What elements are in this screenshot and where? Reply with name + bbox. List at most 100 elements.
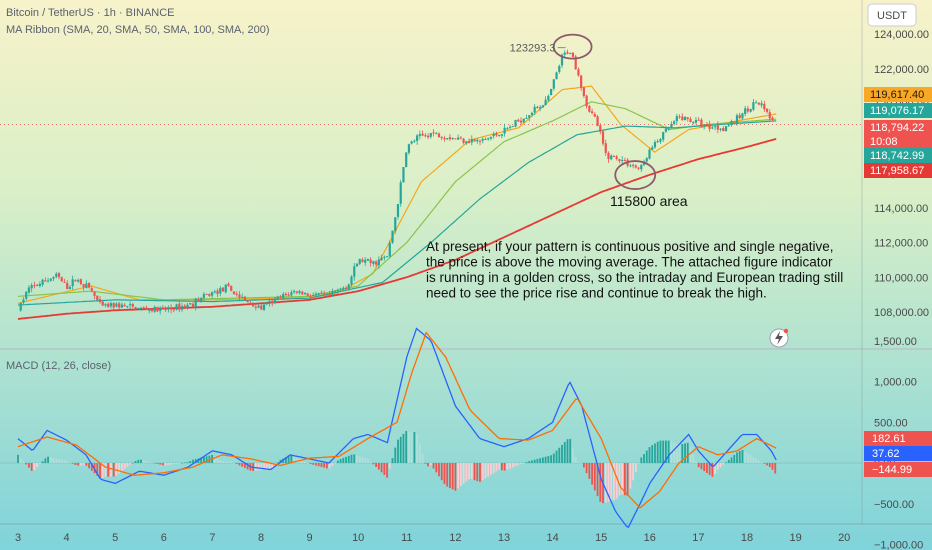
candle[interactable] (506, 128, 509, 130)
candle[interactable] (416, 135, 419, 141)
candle[interactable] (380, 257, 383, 261)
candle[interactable] (249, 302, 252, 305)
candle[interactable] (221, 287, 225, 292)
candle[interactable] (500, 134, 503, 136)
macd-badge[interactable] (864, 431, 932, 446)
candle[interactable] (763, 103, 766, 110)
candle[interactable] (46, 280, 50, 282)
candle[interactable] (569, 53, 572, 55)
macd-badge[interactable] (864, 462, 932, 477)
candle[interactable] (317, 293, 320, 295)
candle[interactable] (459, 137, 462, 139)
candle[interactable] (208, 294, 211, 297)
candle[interactable] (355, 263, 359, 267)
candle[interactable] (353, 266, 356, 277)
candle[interactable] (410, 141, 413, 144)
candle[interactable] (675, 116, 678, 122)
candle[interactable] (407, 144, 411, 153)
candle[interactable] (172, 309, 175, 311)
macd-badge[interactable] (864, 446, 932, 461)
candle[interactable] (159, 307, 162, 311)
candle[interactable] (705, 124, 709, 126)
candle[interactable] (612, 155, 616, 157)
candle[interactable] (741, 113, 744, 119)
candle[interactable] (541, 105, 544, 108)
candle[interactable] (604, 143, 607, 153)
candle[interactable] (301, 291, 304, 295)
candle[interactable] (279, 296, 282, 298)
candle[interactable] (615, 156, 618, 159)
price-badge[interactable] (864, 87, 932, 102)
candle[interactable] (216, 290, 219, 294)
candle[interactable] (547, 95, 550, 101)
candle[interactable] (664, 128, 667, 132)
candle[interactable] (323, 293, 326, 295)
candle[interactable] (22, 299, 25, 303)
candle[interactable] (369, 259, 372, 264)
candle[interactable] (202, 294, 205, 298)
candle[interactable] (714, 126, 717, 128)
candle[interactable] (708, 124, 711, 129)
candle[interactable] (678, 116, 681, 118)
candle[interactable] (443, 137, 446, 140)
candle[interactable] (457, 137, 460, 140)
candle[interactable] (107, 303, 110, 308)
candle[interactable] (451, 137, 454, 139)
candle[interactable] (432, 132, 435, 134)
candle[interactable] (339, 288, 342, 290)
candle[interactable] (673, 121, 676, 124)
candle[interactable] (145, 307, 148, 311)
candle[interactable] (383, 256, 386, 258)
candle[interactable] (648, 149, 651, 159)
candle[interactable] (396, 204, 400, 217)
candle[interactable] (555, 72, 558, 80)
candle[interactable] (186, 304, 189, 308)
candle[interactable] (596, 116, 599, 127)
price-badge[interactable] (864, 148, 932, 163)
candle[interactable] (645, 158, 648, 162)
candle[interactable] (716, 125, 719, 130)
candle[interactable] (137, 307, 140, 309)
candle[interactable] (303, 293, 307, 295)
candle[interactable] (312, 295, 315, 297)
candle[interactable] (101, 301, 104, 306)
candle[interactable] (727, 125, 730, 127)
candle[interactable] (210, 292, 214, 296)
candle[interactable] (536, 106, 539, 109)
candle[interactable] (508, 126, 512, 129)
candle[interactable] (634, 165, 637, 168)
candle[interactable] (544, 99, 547, 106)
candle[interactable] (755, 102, 758, 104)
candle[interactable] (57, 273, 61, 278)
annotations[interactable]: 123293.3 115800 area At present, if your p… (426, 33, 843, 301)
candle[interactable] (347, 284, 350, 290)
candle[interactable] (175, 304, 178, 310)
candle[interactable] (651, 147, 654, 150)
candle[interactable] (189, 303, 192, 305)
candle[interactable] (752, 102, 755, 110)
candle[interactable] (148, 309, 151, 311)
candle[interactable] (700, 119, 703, 127)
candle[interactable] (697, 119, 700, 121)
candle[interactable] (90, 288, 93, 291)
candle[interactable] (522, 118, 525, 123)
candle[interactable] (164, 307, 167, 310)
candle[interactable] (131, 304, 134, 307)
candle[interactable] (730, 120, 733, 125)
candle[interactable] (183, 305, 186, 308)
candle[interactable] (295, 291, 298, 293)
candle[interactable] (746, 108, 750, 112)
candle[interactable] (241, 296, 244, 298)
candle[interactable] (142, 307, 145, 309)
candle[interactable] (446, 138, 449, 140)
candle[interactable] (49, 278, 52, 281)
candle[interactable] (711, 127, 714, 129)
candle[interactable] (118, 303, 121, 308)
candle[interactable] (336, 289, 339, 292)
candle[interactable] (213, 291, 216, 293)
candle[interactable] (109, 303, 113, 307)
candle[interactable] (79, 279, 82, 284)
candle[interactable] (429, 132, 432, 137)
candle[interactable] (36, 284, 39, 286)
candle[interactable] (68, 286, 72, 290)
